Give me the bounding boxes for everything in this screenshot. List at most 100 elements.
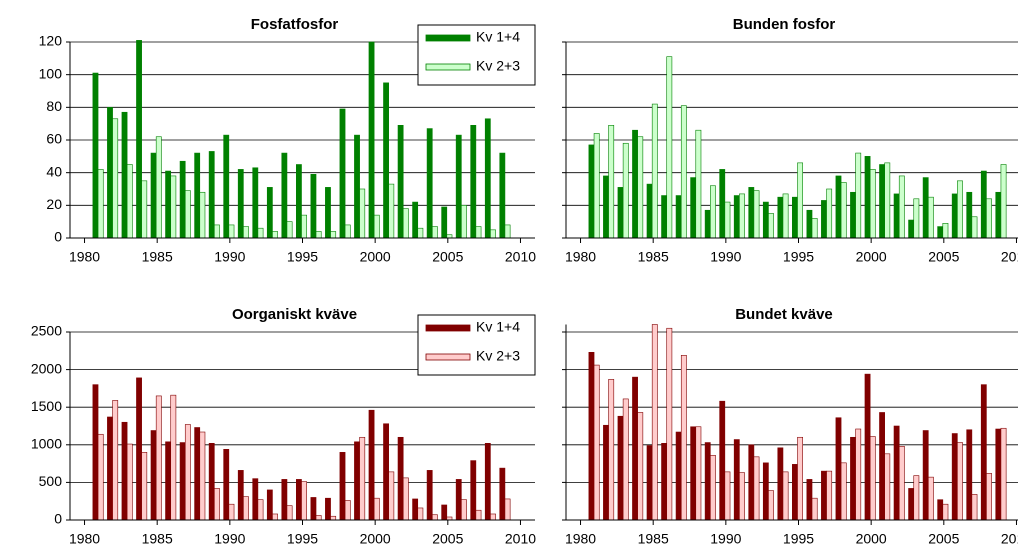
bar xyxy=(223,134,230,239)
bar xyxy=(704,442,711,521)
bar xyxy=(603,175,609,239)
panel: 1980 1985 1990 1995 2000 2005 2010 Bunden fosfo… xyxy=(562,16,1018,265)
bar xyxy=(937,499,944,521)
x-tick-label: 2005 xyxy=(432,249,463,265)
bar xyxy=(593,133,600,239)
bar xyxy=(286,221,293,239)
bar xyxy=(141,180,148,239)
bar xyxy=(622,398,629,521)
y-tick-label: 2500 xyxy=(31,323,62,339)
bar xyxy=(637,412,644,521)
bar xyxy=(368,409,375,521)
bar xyxy=(811,218,818,239)
bar xyxy=(426,128,433,239)
bar xyxy=(112,118,119,239)
x-tick-label: 2010 xyxy=(1001,531,1018,547)
bar xyxy=(136,377,142,521)
bar xyxy=(150,430,157,521)
bar xyxy=(690,177,697,239)
bar xyxy=(922,177,929,239)
bar xyxy=(927,476,934,521)
bar xyxy=(504,224,511,239)
bar xyxy=(184,424,191,521)
bar xyxy=(315,515,322,521)
bar xyxy=(768,490,774,521)
bar xyxy=(344,500,351,521)
bar xyxy=(499,152,506,239)
bar xyxy=(632,129,638,239)
x-tick-label: 1995 xyxy=(287,249,318,265)
bar xyxy=(898,446,905,521)
bar xyxy=(107,107,113,239)
legend-swatch xyxy=(425,63,471,71)
x-tick-label: 2010 xyxy=(1001,249,1018,265)
bar xyxy=(986,198,992,239)
bar xyxy=(593,364,600,521)
bar xyxy=(806,209,813,239)
bar xyxy=(199,431,206,521)
bar xyxy=(748,187,755,239)
bar xyxy=(957,442,963,521)
x-tick-label: 2005 xyxy=(928,531,959,547)
bar xyxy=(957,180,963,239)
bar xyxy=(199,191,206,239)
bar xyxy=(908,488,915,521)
bar xyxy=(1000,164,1007,239)
bar xyxy=(951,193,958,239)
bar xyxy=(782,193,789,239)
y-tick-label: 500 xyxy=(39,473,63,489)
x-tick-label: 1980 xyxy=(565,531,596,547)
bar xyxy=(310,174,317,239)
bar xyxy=(680,355,687,521)
panel: 1980 1985 1990 1995 2000 2005 2010 Bundet kväve xyxy=(562,306,1018,547)
bar xyxy=(165,170,172,239)
legend-label: Kv 2+3 xyxy=(476,58,520,74)
chart-title: Bundet kväve xyxy=(735,306,833,323)
bar xyxy=(908,219,915,239)
bar xyxy=(388,471,395,521)
bar xyxy=(869,169,876,239)
bar xyxy=(661,442,668,521)
bar xyxy=(266,187,273,239)
chart-title: Bunden fosfor xyxy=(733,16,836,33)
legend-swatch xyxy=(425,353,471,361)
bar xyxy=(484,118,491,239)
bar xyxy=(646,183,653,239)
bar xyxy=(879,164,885,239)
bar xyxy=(252,478,259,521)
bar xyxy=(339,108,346,239)
x-tick-label: 1980 xyxy=(69,249,100,265)
bar xyxy=(893,193,900,239)
bar xyxy=(121,421,128,521)
bar xyxy=(97,433,104,521)
bar xyxy=(490,513,496,521)
bar xyxy=(806,479,813,521)
bar xyxy=(704,209,711,239)
bar xyxy=(315,231,322,239)
bar xyxy=(417,507,424,521)
legend-label: Kv 1+4 xyxy=(476,29,520,45)
bar xyxy=(937,226,944,239)
bar xyxy=(986,473,992,521)
bar xyxy=(490,229,496,239)
bar xyxy=(942,223,949,239)
bar xyxy=(295,164,302,239)
bar xyxy=(695,426,702,521)
bar xyxy=(141,452,148,521)
bar xyxy=(455,479,462,521)
bar xyxy=(826,470,833,521)
bar xyxy=(995,428,1002,521)
bar xyxy=(632,376,638,521)
y-tick-label: 1500 xyxy=(31,398,62,414)
bar xyxy=(762,462,769,521)
bar xyxy=(864,373,871,521)
bar xyxy=(431,514,438,521)
bar xyxy=(402,208,409,239)
bar xyxy=(470,125,477,239)
bar xyxy=(504,498,511,521)
bar xyxy=(325,187,331,239)
bar xyxy=(719,400,726,521)
panel: 0 20 40 60 80 100 120 1980 1985 1990 1995 2000 2005 2… xyxy=(39,16,537,265)
bar xyxy=(92,384,99,521)
